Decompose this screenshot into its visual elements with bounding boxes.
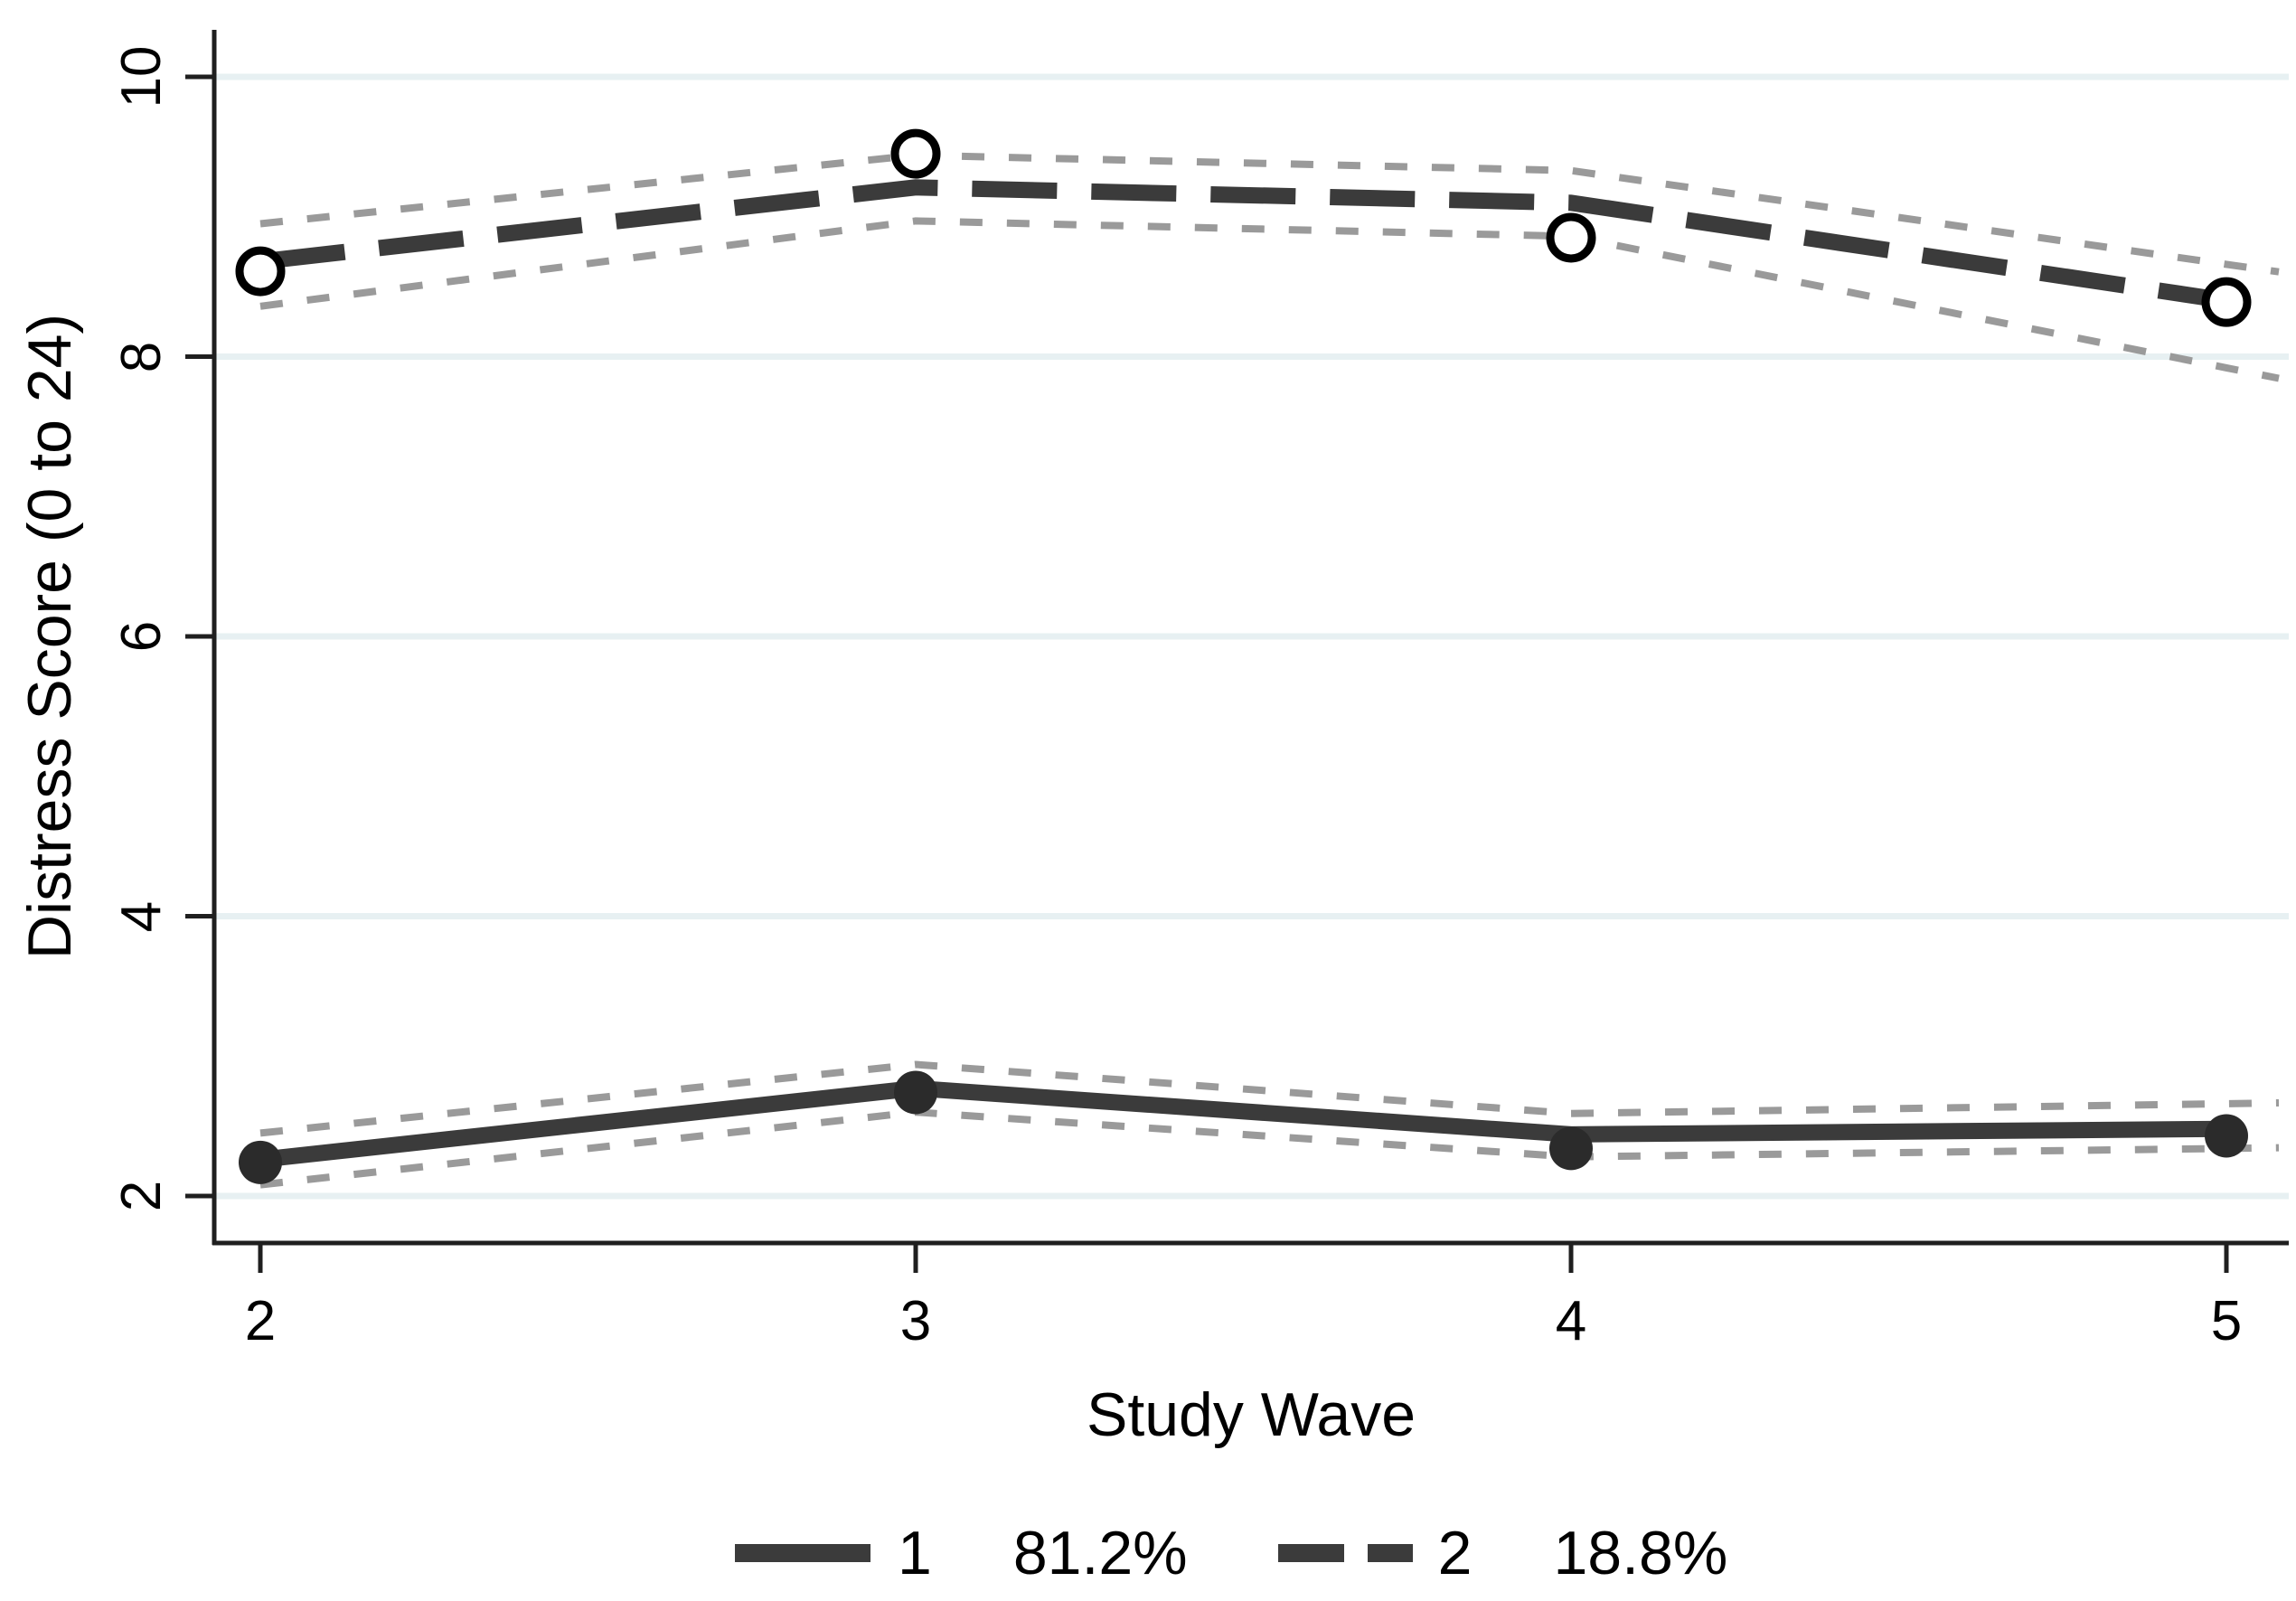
trajectory-line-class2 <box>259 179 2228 309</box>
gridlines <box>214 73 2289 1200</box>
open-circle-marker-class2 <box>890 128 941 179</box>
legend-class-percent: 18.8% <box>1553 1519 1728 1587</box>
legend-entry-class1: 1 81.2% <box>735 1522 1188 1584</box>
x-tick-label: 3 <box>899 1290 932 1352</box>
y-tick-label: 2 <box>110 1180 173 1212</box>
open-circle-marker-class2 <box>2201 277 2252 327</box>
legend: 1 81.2% 2 18.8% <box>735 1522 1727 1584</box>
x-tick-label: 5 <box>2210 1290 2243 1352</box>
solid-line-swatch <box>735 1544 870 1562</box>
y-tick-label: 10 <box>110 45 173 108</box>
legend-class-percent: 81.2% <box>1012 1519 1188 1587</box>
x-tick-label: 4 <box>1555 1290 1587 1352</box>
series-markers <box>235 128 2252 1184</box>
x-axis-title: Study Wave <box>1086 1380 1416 1449</box>
legend-class-label: 2 <box>1437 1519 1473 1587</box>
filled-circle-marker-class1 <box>1549 1126 1593 1171</box>
trajectory-line-class1 <box>259 1079 2227 1168</box>
series-lines <box>259 179 2228 1168</box>
tick-marks <box>185 74 2229 1273</box>
open-circle-marker-class2 <box>235 246 286 297</box>
open-circle-marker-class2 <box>1546 212 1596 263</box>
x-tick-label: 2 <box>244 1290 277 1352</box>
filled-circle-marker-class1 <box>2205 1114 2248 1158</box>
y-tick-label: 6 <box>110 620 173 653</box>
y-axis-title: Distress Score (0 to 24) <box>15 313 84 960</box>
y-tick-label: 4 <box>110 900 173 932</box>
y-tick-label: 8 <box>110 341 173 372</box>
ci-ci-upper-class1 <box>259 1060 2280 1137</box>
confidence-bands <box>259 151 2280 1189</box>
dashed-line-swatch <box>1277 1544 1413 1562</box>
legend-class-label: 1 <box>898 1519 932 1587</box>
legend-entry-class2: 2 18.8% <box>1277 1519 1728 1587</box>
ci-ci-upper-class2 <box>259 151 2280 276</box>
filled-circle-marker-class1 <box>239 1140 282 1184</box>
filled-circle-marker-class1 <box>894 1070 937 1115</box>
